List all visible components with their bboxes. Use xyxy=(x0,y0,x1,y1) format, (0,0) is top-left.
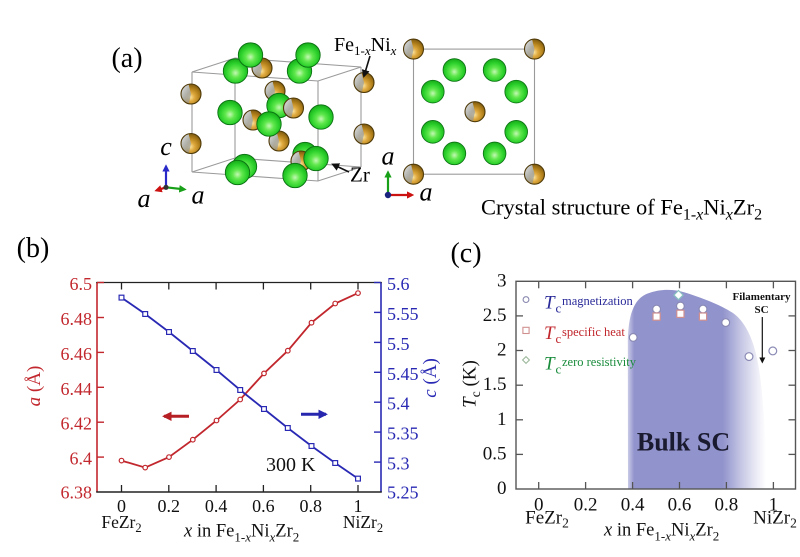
svg-text:5.25: 5.25 xyxy=(387,483,419,503)
svg-text:5.55: 5.55 xyxy=(387,304,419,324)
svg-text:T: T xyxy=(544,353,556,374)
svg-text:a: a xyxy=(138,184,151,213)
svg-text:1: 1 xyxy=(497,409,507,430)
svg-text:5.3: 5.3 xyxy=(387,454,410,474)
svg-text:0.8: 0.8 xyxy=(715,495,739,516)
svg-text:Bulk SC: Bulk SC xyxy=(637,428,730,457)
svg-text:0.2: 0.2 xyxy=(158,496,181,516)
svg-text:0.2: 0.2 xyxy=(574,495,598,516)
svg-text:Filamentary: Filamentary xyxy=(732,291,791,303)
svg-text:0.8: 0.8 xyxy=(299,496,322,516)
svg-text:(c): (c) xyxy=(450,238,481,269)
svg-text:magnetization: magnetization xyxy=(562,294,634,308)
svg-text:(a): (a) xyxy=(111,43,142,74)
svg-text:300 K: 300 K xyxy=(266,454,316,476)
svg-text:zero resistivity: zero resistivity xyxy=(562,355,637,369)
svg-text:6.4: 6.4 xyxy=(70,449,93,469)
svg-text:1: 1 xyxy=(354,496,363,516)
svg-text:6.42: 6.42 xyxy=(61,414,93,434)
svg-text:0.4: 0.4 xyxy=(205,496,228,516)
svg-text:a (Å): a (Å) xyxy=(24,366,45,407)
svg-text:0.4: 0.4 xyxy=(621,495,645,516)
svg-text:T: T xyxy=(544,292,556,313)
svg-text:FeZr2: FeZr2 xyxy=(525,507,569,530)
svg-text:Crystal structure of Fe1-xNixZ: Crystal structure of Fe1-xNixZr2 xyxy=(481,195,762,224)
svg-text:2.5: 2.5 xyxy=(483,305,507,326)
svg-text:6.5: 6.5 xyxy=(70,274,93,294)
svg-text:a: a xyxy=(192,181,205,210)
svg-text:6.38: 6.38 xyxy=(61,483,93,503)
svg-text:6.46: 6.46 xyxy=(61,344,93,364)
svg-text:0.6: 0.6 xyxy=(668,495,692,516)
svg-text:0: 0 xyxy=(497,478,507,499)
svg-text:0.6: 0.6 xyxy=(252,496,275,516)
svg-text:c: c xyxy=(556,331,562,346)
svg-text:0.5: 0.5 xyxy=(483,443,507,464)
svg-text:a: a xyxy=(420,178,433,207)
svg-text:2: 2 xyxy=(497,340,507,361)
svg-text:5.4: 5.4 xyxy=(387,394,410,414)
svg-text:5.35: 5.35 xyxy=(387,424,419,444)
svg-text:c: c xyxy=(556,300,562,315)
svg-text:1.5: 1.5 xyxy=(483,374,507,395)
svg-text:0: 0 xyxy=(534,495,544,516)
svg-text:SC: SC xyxy=(754,304,768,316)
svg-text:Fe1-xNix: Fe1-xNix xyxy=(334,34,397,58)
svg-text:6.48: 6.48 xyxy=(61,309,93,329)
svg-text:3: 3 xyxy=(497,270,507,291)
svg-text:6.44: 6.44 xyxy=(61,379,93,399)
svg-text:Tc (K): Tc (K) xyxy=(460,360,484,408)
svg-text:x in Fe1-xNixZr2: x in Fe1-xNixZr2 xyxy=(603,521,719,544)
svg-text:NiZr2: NiZr2 xyxy=(753,507,797,530)
svg-text:a: a xyxy=(382,142,395,171)
svg-text:FeZr2: FeZr2 xyxy=(101,512,141,535)
svg-text:Zr: Zr xyxy=(350,163,370,187)
svg-text:T: T xyxy=(544,323,556,344)
svg-text:NiZr2: NiZr2 xyxy=(343,512,383,535)
svg-text:5.5: 5.5 xyxy=(387,334,410,354)
svg-text:c: c xyxy=(556,361,562,376)
svg-text:(b): (b) xyxy=(17,233,50,264)
svg-text:5.6: 5.6 xyxy=(387,274,410,294)
svg-text:1: 1 xyxy=(769,495,779,516)
svg-text:c: c xyxy=(160,132,172,161)
svg-text:c (Å): c (Å) xyxy=(420,358,441,398)
svg-text:specific heat: specific heat xyxy=(562,325,625,339)
svg-text:5.45: 5.45 xyxy=(387,364,419,384)
svg-text:x in Fe1-xNixZr2: x in Fe1-xNixZr2 xyxy=(183,522,299,545)
svg-text:0: 0 xyxy=(117,496,126,516)
